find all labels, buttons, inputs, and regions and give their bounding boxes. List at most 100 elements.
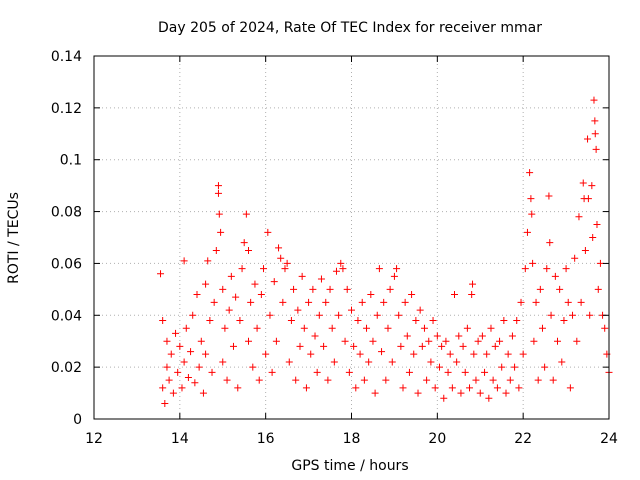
data-point: [352, 384, 360, 392]
data-point: [371, 389, 379, 397]
data-point: [300, 324, 308, 332]
data-point: [283, 259, 291, 267]
data-point: [182, 324, 190, 332]
data-point: [187, 348, 195, 356]
data-point: [601, 324, 609, 332]
data-point: [369, 337, 377, 345]
data-point: [195, 363, 203, 371]
data-point: [193, 291, 201, 299]
data-point: [309, 285, 317, 293]
data-point: [440, 394, 448, 402]
data-point: [253, 324, 261, 332]
data-point: [543, 265, 551, 273]
data-point: [393, 265, 401, 273]
data-point: [453, 358, 461, 366]
data-point: [546, 239, 554, 247]
y-tick-label: 0.06: [51, 256, 82, 272]
data-point: [238, 265, 246, 273]
data-point: [498, 363, 506, 371]
data-point: [378, 348, 386, 356]
data-point: [339, 265, 347, 273]
x-tick-label: 20: [428, 431, 446, 447]
data-point: [554, 337, 561, 345]
data-point: [588, 182, 596, 190]
data-point: [593, 221, 601, 229]
data-point: [363, 324, 371, 332]
data-point: [157, 270, 165, 278]
data-point: [584, 135, 592, 143]
data-point: [219, 358, 227, 366]
data-point: [519, 350, 527, 358]
data-point: [348, 306, 355, 314]
data-point: [558, 358, 566, 366]
data-point: [382, 376, 390, 384]
data-point: [433, 332, 441, 340]
data-point: [324, 376, 332, 384]
data-point: [212, 246, 220, 254]
data-point: [579, 179, 587, 187]
data-point: [202, 350, 210, 358]
data-point: [431, 384, 439, 392]
data-point: [470, 350, 478, 358]
data-point: [448, 384, 456, 392]
data-point: [169, 389, 177, 397]
data-point: [429, 316, 437, 324]
data-point: [268, 368, 276, 376]
data-point: [236, 316, 244, 324]
y-tick-labels: 0 0.02 0.04 0.06 0.08 0.1 0.12 0.14: [51, 49, 82, 428]
data-point: [292, 376, 300, 384]
data-point: [375, 265, 383, 273]
data-point: [472, 376, 480, 384]
data-point: [266, 311, 274, 319]
data-point: [365, 358, 373, 366]
data-point: [251, 280, 259, 288]
data-point: [418, 342, 426, 350]
data-point: [360, 376, 368, 384]
data-point: [466, 384, 474, 392]
data-point: [414, 389, 422, 397]
data-point: [307, 350, 315, 358]
data-point: [234, 384, 242, 392]
data-point: [461, 368, 469, 376]
data-point: [197, 337, 205, 345]
data-point: [446, 350, 454, 358]
data-point: [549, 376, 557, 384]
data-point: [596, 259, 604, 267]
data-point: [242, 210, 250, 218]
data-point: [534, 376, 542, 384]
data-point: [530, 337, 538, 345]
data-point: [223, 376, 231, 384]
data-point: [386, 285, 394, 293]
data-point: [180, 257, 188, 265]
data-point: [229, 342, 237, 350]
data-point: [485, 394, 493, 402]
y-tick-label: 0: [73, 412, 82, 428]
y-axis-label: ROTI / TECUs: [6, 192, 22, 284]
data-point: [206, 316, 214, 324]
data-point: [232, 293, 240, 301]
data-point: [245, 337, 252, 345]
x-axis-label: GPS time / hours: [291, 458, 408, 474]
data-point: [403, 332, 411, 340]
data-point: [491, 342, 499, 350]
data-point: [337, 259, 345, 267]
y-tick-label: 0.04: [51, 308, 82, 324]
data-point: [277, 254, 285, 262]
data-point: [210, 298, 218, 306]
data-point: [311, 332, 319, 340]
data-point: [176, 342, 184, 350]
data-point: [317, 275, 325, 283]
data-point: [159, 384, 167, 392]
data-point: [180, 358, 188, 366]
data-point: [298, 272, 306, 280]
data-point: [225, 306, 233, 314]
data-point: [573, 337, 581, 345]
data-point: [515, 384, 523, 392]
data-point: [410, 350, 418, 358]
data-point: [367, 291, 375, 299]
data-point: [405, 368, 413, 376]
data-point: [506, 376, 514, 384]
data-point: [577, 298, 585, 306]
data-point: [332, 267, 340, 275]
